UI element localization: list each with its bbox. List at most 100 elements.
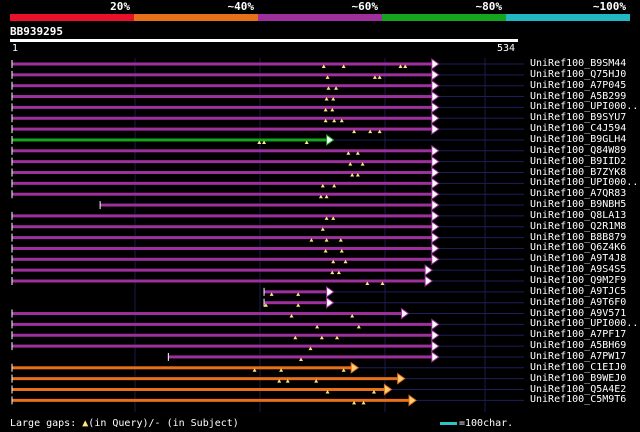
query-gap-marker-icon: ▲: [82, 418, 89, 429]
hit-alignment-bar[interactable]: [12, 73, 432, 77]
hit-label[interactable]: UniRef100_A5B299: [530, 90, 627, 102]
hit-arrow-icon: [431, 253, 440, 266]
hit-arrow-icon: [326, 133, 335, 146]
hit-label[interactable]: UniRef100_Q75HJ0: [530, 68, 627, 80]
hit-label[interactable]: UniRef100_B9SYU7: [530, 112, 627, 124]
hit-alignment-bar[interactable]: [12, 366, 352, 370]
hit-label[interactable]: UniRef100_C4J594: [530, 123, 627, 135]
query-ruler: [10, 39, 518, 42]
query-name: BB939295: [10, 25, 63, 38]
hit-alignment-bar[interactable]: [12, 236, 432, 240]
legend-percent-label: ~100%: [592, 0, 626, 13]
hit-alignment-bar[interactable]: [12, 138, 327, 142]
gap-marker-icon: [350, 314, 355, 318]
hit-alignment-bar[interactable]: [12, 149, 432, 153]
hit-label[interactable]: UniRef100_B9IID2: [530, 155, 627, 167]
hit-label[interactable]: UniRef100_UPI000..: [530, 177, 639, 189]
hit-label[interactable]: UniRef100_B9GLH4: [530, 133, 627, 145]
hit-alignment-bar[interactable]: [12, 62, 432, 66]
gap-marker-icon: [277, 379, 282, 383]
gap-marker-icon: [398, 64, 403, 68]
gap-marker-icon: [324, 216, 329, 220]
hit-alignment-bar[interactable]: [12, 279, 426, 283]
gap-marker-icon: [293, 335, 298, 340]
hit-label[interactable]: UniRef100_A7PF17: [530, 329, 627, 341]
hit-alignment-bar[interactable]: [12, 225, 432, 229]
hit-alignment-bar[interactable]: [12, 246, 432, 250]
hit-label[interactable]: UniRef100_Q84W89: [530, 144, 627, 156]
gap-marker-icon: [252, 368, 257, 372]
legend-percent-label: ~60%: [351, 0, 379, 13]
hit-label[interactable]: UniRef100_A7PW17: [530, 350, 627, 362]
hit-label[interactable]: UniRef100_A9T4J8: [530, 253, 627, 265]
gap-marker-icon: [341, 368, 346, 372]
legend-segment: [506, 14, 630, 21]
hit-alignment-bar[interactable]: [12, 181, 432, 185]
gap-marker-icon: [330, 270, 335, 275]
hit-label[interactable]: UniRef100_A9T6F0: [530, 296, 627, 308]
hit-alignment-bar[interactable]: [12, 377, 398, 381]
gap-marker-icon: [372, 75, 377, 79]
hit-label[interactable]: UniRef100_B7ZYK8: [530, 166, 627, 178]
gap-marker-icon: [325, 75, 330, 79]
hit-label[interactable]: UniRef100_A9V571: [530, 307, 627, 319]
hit-alignment-bar[interactable]: [100, 203, 432, 207]
hit-alignment-bar[interactable]: [12, 333, 432, 337]
hit-label[interactable]: UniRef100_Q8LA13: [530, 209, 627, 221]
hit-label[interactable]: UniRef100_B8B879: [530, 231, 627, 243]
hit-label[interactable]: UniRef100_A5BH69: [530, 340, 627, 352]
hit-alignment-bar[interactable]: [12, 84, 432, 88]
hit-label[interactable]: UniRef100_Q5A4E2: [530, 383, 627, 395]
hit-arrow-icon: [431, 155, 440, 168]
gap-marker-icon: [380, 281, 385, 285]
hit-label[interactable]: UniRef100_A7P045: [530, 79, 627, 91]
hit-label[interactable]: UniRef100_B9NBH5: [530, 199, 627, 211]
gap-marker-icon: [332, 118, 337, 123]
hit-label[interactable]: UniRef100_UPI000..: [530, 318, 639, 330]
hit-alignment-bar[interactable]: [12, 214, 432, 218]
gap-marker-icon: [325, 390, 330, 394]
hit-alignment-bar[interactable]: [264, 290, 327, 294]
hit-label[interactable]: UniRef100_B9WEJ0: [530, 372, 627, 384]
identity-legend-bar: 20% ~40% ~60% ~80% ~100%: [10, 0, 630, 21]
gap-marker-icon: [355, 173, 360, 177]
gap-marker-icon: [355, 151, 360, 155]
hit-arrow-icon: [326, 285, 335, 298]
hit-label[interactable]: UniRef100_A9TJC5: [530, 285, 627, 297]
hit-alignment-bar[interactable]: [12, 116, 432, 120]
gap-marker-icon: [262, 140, 267, 144]
hit-label[interactable]: UniRef100_C5M9T6: [530, 394, 627, 406]
legend-segment: [382, 14, 506, 21]
hit-alignment-bar[interactable]: [12, 388, 385, 391]
hit-label[interactable]: UniRef100_Q9M2F9: [530, 275, 627, 286]
hit-label[interactable]: UniRef100_Q2R1M8: [530, 220, 627, 232]
gap-marker-icon: [323, 248, 328, 253]
hit-label[interactable]: UniRef100_B9SM44: [530, 58, 627, 69]
hit-alignment-bar[interactable]: [12, 312, 402, 316]
hit-alignment-bar[interactable]: [12, 171, 432, 174]
gap-marker-icon: [343, 259, 348, 264]
hit-alignment-bar[interactable]: [12, 398, 410, 402]
hit-label[interactable]: UniRef100_A9S4S5: [530, 264, 627, 276]
hit-alignment-bar[interactable]: [12, 322, 432, 326]
hit-label[interactable]: UniRef100_Q6Z4K6: [530, 242, 627, 254]
gap-marker-icon: [320, 183, 325, 188]
hit-alignment-bar[interactable]: [12, 257, 432, 261]
hit-alignment-bar[interactable]: [12, 127, 432, 131]
hit-alignment-bar[interactable]: [12, 344, 432, 348]
hit-alignment-bar[interactable]: [12, 95, 432, 99]
gap-marker-icon: [331, 97, 336, 101]
hit-alignment-bar[interactable]: [12, 160, 432, 164]
hit-alignment-bar[interactable]: [12, 192, 432, 196]
hit-label[interactable]: UniRef100_UPI000..: [530, 101, 639, 113]
hit-label[interactable]: UniRef100_A7QR83: [530, 188, 627, 200]
gap-marker-icon: [350, 173, 355, 177]
gap-marker-icon: [403, 64, 408, 68]
hit-alignment-bar[interactable]: [12, 105, 432, 109]
gap-marker-icon: [289, 314, 294, 318]
gap-marker-icon: [315, 324, 320, 329]
hit-alignment-bar[interactable]: [168, 355, 432, 359]
hit-alignment-bar[interactable]: [264, 301, 327, 305]
hit-label[interactable]: UniRef100_C1EIJ0: [530, 361, 627, 373]
hit-alignment-bar[interactable]: [12, 268, 426, 272]
